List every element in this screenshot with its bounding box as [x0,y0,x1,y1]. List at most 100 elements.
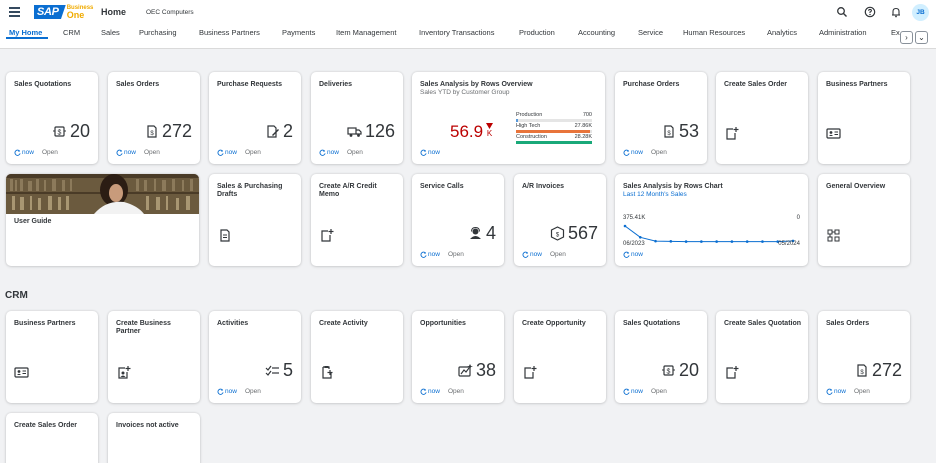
tile-footer: now Open [14,149,58,156]
refresh-icon [826,388,833,395]
data-point[interactable] [776,240,780,243]
help-icon[interactable] [864,6,876,18]
chevron-down-icon[interactable]: ⌄ [915,31,928,44]
refresh-time: now [225,149,237,156]
tile-activities[interactable]: Activities 5 now Open [209,311,301,403]
status-label: Open [143,149,160,156]
tab-service[interactable]: Service [638,28,664,37]
tile-sales-analysis-overview[interactable]: Sales Analysis by Rows Overview Sales YT… [412,72,605,164]
data-point[interactable] [700,240,703,243]
tile-kpi: $ 53 [661,122,699,140]
bell-icon[interactable] [890,6,902,18]
tile-footer: now Open [623,149,667,156]
tile-create-ar-credit-memo[interactable]: Create A/R Credit Memo [311,174,403,266]
tab-item-management[interactable]: Item Management [336,28,397,37]
tab-business-partners[interactable]: Business Partners [199,28,260,37]
add-task-icon [322,366,333,379]
tab-my-home[interactable]: My Home [9,28,43,37]
comparison-value: 28.28K [574,134,592,140]
tile-title: Create Sales Order [14,422,78,429]
tile-create-sales-order[interactable]: Create Sales Order [716,72,808,164]
svg-text:$: $ [150,131,154,137]
data-point[interactable] [638,236,642,239]
tile-purchase-requests[interactable]: Purchase Requests 2 now Open [209,72,301,164]
tile-sales-orders[interactable]: Sales Orders $ 272 now Open [108,72,200,164]
comparison-label: Production [516,112,543,118]
user-avatar[interactable]: JB [912,4,929,21]
data-point[interactable] [684,240,688,243]
tab-sales[interactable]: Sales [101,28,120,37]
tile-sales-analysis-chart[interactable]: Sales Analysis by Rows Chart Last 12 Mon… [615,174,808,266]
tab-overflow[interactable]: Ex [891,28,900,37]
refresh-icon [420,388,427,395]
status-label: Open [853,388,870,395]
tile-deliveries[interactable]: Deliveries 126 now Open [311,72,403,164]
tab-inventory-transactions[interactable]: Inventory Transactions [419,28,495,37]
tile-crm-business-partners[interactable]: Business Partners [6,311,98,403]
active-tab-indicator [6,37,48,39]
tile-sales-purchasing-drafts[interactable]: Sales & Purchasing Drafts [209,174,301,266]
tile-ar-invoices[interactable]: A/R Invoices $ 567 now Open [514,174,606,266]
chevron-right-icon[interactable]: › [900,31,913,44]
sap-logo[interactable]: SAP Business One [34,4,93,20]
comparison-track [516,119,592,122]
tab-analytics[interactable]: Analytics [767,28,798,37]
refresh-icon [623,251,630,258]
tab-production[interactable]: Production [519,28,555,37]
search-icon[interactable] [836,6,848,18]
tab-purchasing[interactable]: Purchasing [139,28,177,37]
tile-create-sales-quotation[interactable]: Create Sales Quotation [716,311,808,403]
status-label: Open [346,149,363,156]
tile-title: Create Business Partner [116,320,171,335]
tab-administration[interactable]: Administration [819,28,867,37]
tile-create-sales-order-crm[interactable]: Create Sales Order [6,413,98,463]
data-point[interactable] [761,240,764,243]
tab-payments[interactable]: Payments [282,28,316,37]
tile-invoices-not-active[interactable]: Invoices not active [108,413,200,463]
data-point[interactable] [654,239,657,243]
status-label: Open [650,149,667,156]
data-point[interactable] [730,240,734,243]
tile-create-activity[interactable]: Create Activity [311,311,403,403]
tile-crm-sales-quotations[interactable]: Sales Quotations $ 20 now Open [615,311,707,403]
refresh-time: now [428,149,440,156]
tab-crm[interactable]: CRM [63,28,81,37]
logo-sub-1: Business [66,5,94,11]
kpi-value: 38 [475,360,496,380]
add-contact-icon [118,366,131,379]
menu-icon[interactable] [9,7,20,17]
overview-grid-icon [827,229,840,242]
data-point[interactable] [623,224,627,228]
tile-business-partners[interactable]: Business Partners [818,72,910,164]
tile-create-opportunity[interactable]: Create Opportunity [514,311,606,403]
refresh-time: now [530,251,542,258]
tile-user-guide[interactable]: User Guide [6,174,199,266]
tile-crm-sales-orders[interactable]: Sales Orders $ 272 now Open [818,311,910,403]
data-point[interactable] [715,240,718,243]
chart-max-label: 375.41K [623,215,646,221]
chart-end-label: 05/2024 [778,241,800,247]
tile-kpi: 56.9 K [450,123,494,140]
purchase-order-icon: $ [664,124,674,138]
tab-human-resources[interactable]: Human Resources [683,28,746,37]
opportunity-icon [458,363,473,377]
refresh-time: now [428,251,440,258]
shell-header: SAP Business One Home OEC Computers JB [0,0,936,24]
tile-purchase-orders[interactable]: Purchase Orders $ 53 now Open [615,72,707,164]
data-point[interactable] [669,240,673,243]
create-document-icon [726,127,739,140]
tile-title: Opportunities [420,320,466,327]
tile-title: Sales Quotations [623,320,681,327]
tile-create-business-partner[interactable]: Create Business Partner [108,311,200,403]
user-guide-image [6,174,199,214]
refresh-icon [116,149,123,156]
tab-accounting[interactable]: Accounting [578,28,616,37]
tile-title: Sales & Purchasing Drafts [217,183,283,198]
tile-service-calls[interactable]: Service Calls 4 now Open [412,174,504,266]
data-point[interactable] [791,239,795,243]
data-point[interactable] [745,240,749,243]
app-title[interactable]: Home [101,7,127,17]
tile-sales-quotations[interactable]: Sales Quotations $ 20 now Open [6,72,98,164]
tile-opportunities[interactable]: Opportunities 38 now Open [412,311,504,403]
tile-general-overview[interactable]: General Overview [818,174,910,266]
